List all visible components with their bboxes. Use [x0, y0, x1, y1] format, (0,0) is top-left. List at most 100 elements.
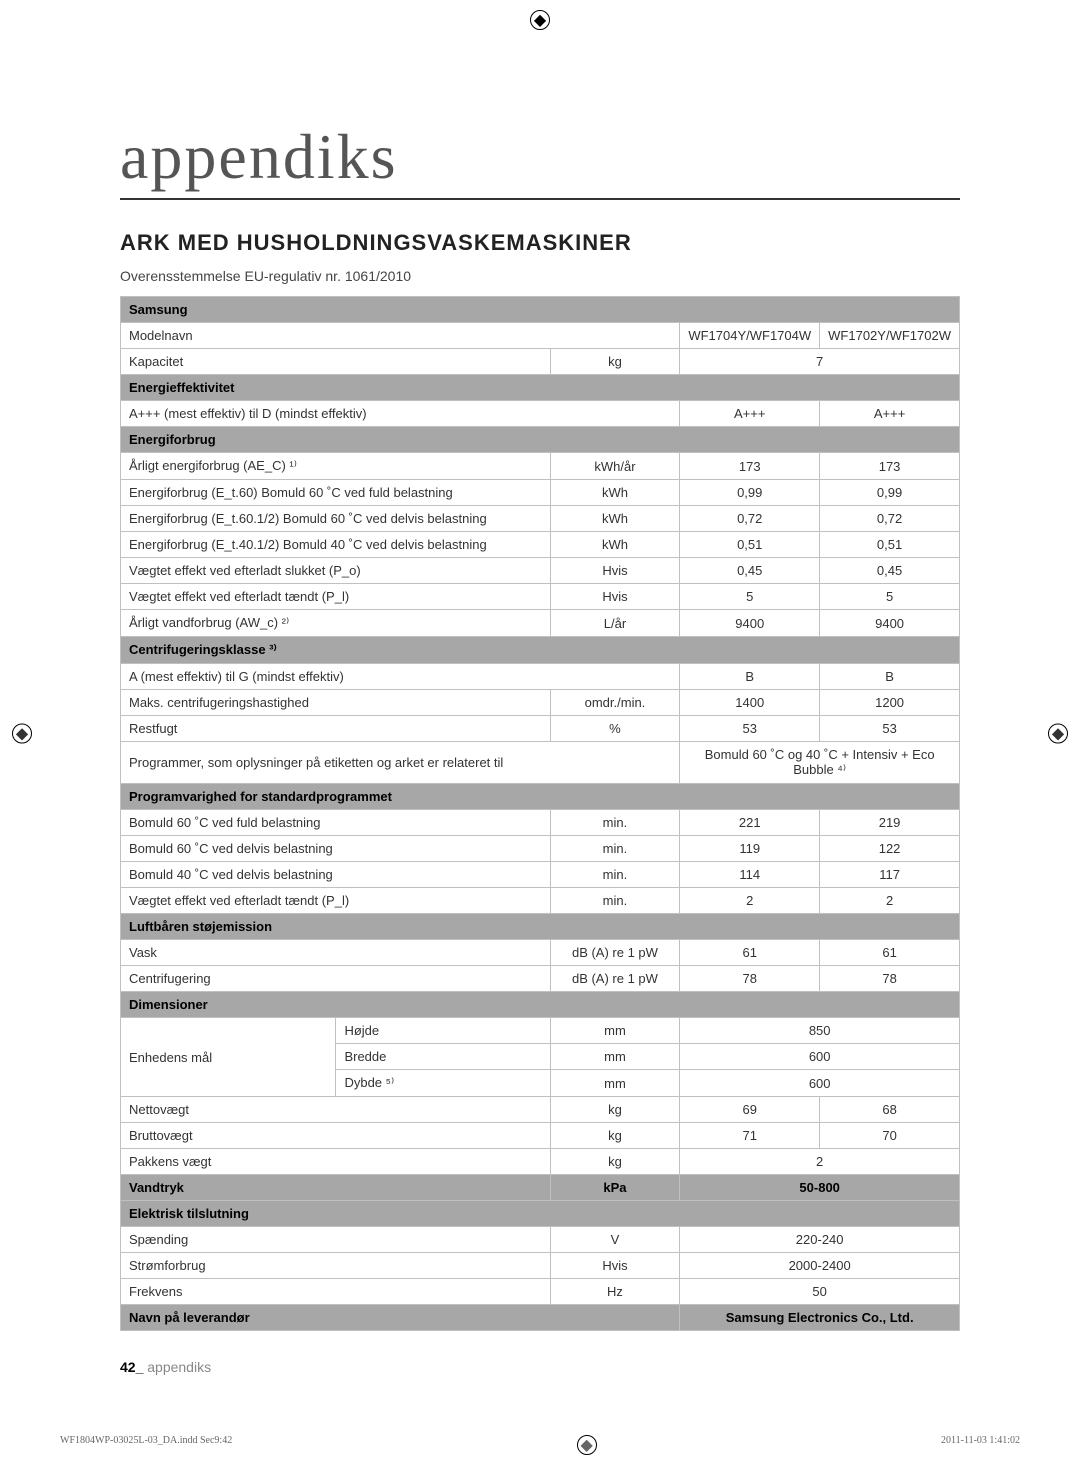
gross-col2: 70 — [820, 1123, 960, 1149]
energy-scale-col2: A+++ — [820, 401, 960, 427]
table-row: Vægtet effekt ved efterladt tændt (P_l) … — [121, 584, 960, 610]
ec-label: Årligt vandforbrug (AW_c) ²⁾ — [121, 610, 551, 637]
table-row: Årligt energiforbrug (AE_C) ¹⁾ kWh/år 17… — [121, 453, 960, 480]
capacity-label: Kapacitet — [121, 349, 551, 375]
ec-label: Vægtet effekt ved efterladt slukket (P_o… — [121, 558, 551, 584]
table-row: Kapacitet kg 7 — [121, 349, 960, 375]
ec-col1: 9400 — [680, 610, 820, 637]
dim-unit: mm — [550, 1070, 680, 1097]
ec-col2: 0,72 — [820, 506, 960, 532]
table-row: Programmer, som oplysninger på etiketten… — [121, 742, 960, 784]
elec-unit: Hz — [550, 1279, 680, 1305]
capacity-value: 7 — [680, 349, 960, 375]
table-row: Centrifugering dB (A) re 1 pW 78 78 — [121, 966, 960, 992]
pd-label: Bomuld 60 ˚C ved delvis belastning — [121, 836, 551, 862]
noise-col1: 78 — [680, 966, 820, 992]
net-label: Nettovægt — [121, 1097, 551, 1123]
table-row: Navn på leverandør Samsung Electronics C… — [121, 1305, 960, 1331]
print-file: WF1804WP-03025L-03_DA.indd Sec9:42 — [60, 1435, 232, 1446]
dim-label: Bredde — [336, 1044, 550, 1070]
residual-col2: 53 — [820, 716, 960, 742]
max-speed-label: Maks. centrifugeringshastighed — [121, 690, 551, 716]
noise-unit: dB (A) re 1 pW — [550, 940, 680, 966]
pd-label: Bomuld 60 ˚C ved fuld belastning — [121, 810, 551, 836]
residual-col1: 53 — [680, 716, 820, 742]
ec-unit: kWh — [550, 506, 680, 532]
ec-label: Vægtet effekt ved efterladt tændt (P_l) — [121, 584, 551, 610]
pd-unit: min. — [550, 836, 680, 862]
pd-col2: 219 — [820, 810, 960, 836]
energy-eff-header: Energieffektivitet — [121, 375, 960, 401]
pd-label: Vægtet effekt ved efterladt tændt (P_l) — [121, 888, 551, 914]
elec-unit: Hvis — [550, 1253, 680, 1279]
section-heading: ARK MED HUSHOLDNINGSVASKEMASKINER — [120, 230, 960, 256]
ec-col1: 0,51 — [680, 532, 820, 558]
water-header: Vandtryk — [121, 1175, 551, 1201]
elec-value: 50 — [680, 1279, 960, 1305]
page-footer: 42_ appendiks — [120, 1359, 960, 1375]
supplier-label: Navn på leverandør — [121, 1305, 680, 1331]
ec-col1: 0,72 — [680, 506, 820, 532]
elec-value: 220-240 — [680, 1227, 960, 1253]
noise-col2: 78 — [820, 966, 960, 992]
max-speed-col1: 1400 — [680, 690, 820, 716]
elec-label: Strømforbrug — [121, 1253, 551, 1279]
noise-header: Luftbåren støjemission — [121, 914, 960, 940]
ec-col1: 173 — [680, 453, 820, 480]
dim-unit: mm — [550, 1044, 680, 1070]
ec-col1: 0,45 — [680, 558, 820, 584]
ec-unit: kWh — [550, 480, 680, 506]
spin-header: Centrifugeringsklasse ³⁾ — [121, 637, 960, 664]
pack-value: 2 — [680, 1149, 960, 1175]
table-row: Restfugt % 53 53 — [121, 716, 960, 742]
ec-col2: 5 — [820, 584, 960, 610]
water-value: 50-800 — [680, 1175, 960, 1201]
ec-unit: Hvis — [550, 558, 680, 584]
ec-label: Årligt energiforbrug (AE_C) ¹⁾ — [121, 453, 551, 480]
elec-value: 2000-2400 — [680, 1253, 960, 1279]
pd-col1: 221 — [680, 810, 820, 836]
pd-col2: 2 — [820, 888, 960, 914]
unit-dim-label: Enhedens mål — [121, 1018, 336, 1097]
dim-header: Dimensioner — [121, 992, 960, 1018]
dim-value: 850 — [680, 1018, 960, 1044]
ec-col2: 0,51 — [820, 532, 960, 558]
table-row: Enhedens mål Højde mm 850 — [121, 1018, 960, 1044]
table-row: Energiforbrug (E_t.40.1/2) Bomuld 40 ˚C … — [121, 532, 960, 558]
max-speed-unit: omdr./min. — [550, 690, 680, 716]
dim-label: Dybde ⁵⁾ — [336, 1070, 550, 1097]
table-row: Frekvens Hz 50 — [121, 1279, 960, 1305]
ec-col2: 9400 — [820, 610, 960, 637]
ec-col2: 0,45 — [820, 558, 960, 584]
print-timestamp: 2011-11-03 1:41:02 — [941, 1435, 1020, 1446]
energy-scale-label: A+++ (mest effektiv) til D (mindst effek… — [121, 401, 680, 427]
noise-col2: 61 — [820, 940, 960, 966]
page-label: appendiks — [143, 1359, 211, 1375]
pd-col2: 122 — [820, 836, 960, 862]
noise-label: Vask — [121, 940, 551, 966]
ec-label: Energiforbrug (E_t.60.1/2) Bomuld 60 ˚C … — [121, 506, 551, 532]
pd-col1: 2 — [680, 888, 820, 914]
print-footer: WF1804WP-03025L-03_DA.indd Sec9:42 ◆ 201… — [0, 1415, 1080, 1475]
ec-col2: 173 — [820, 453, 960, 480]
pd-col2: 117 — [820, 862, 960, 888]
ec-label: Energiforbrug (E_t.60) Bomuld 60 ˚C ved … — [121, 480, 551, 506]
water-unit: kPa — [550, 1175, 680, 1201]
ec-col1: 0,99 — [680, 480, 820, 506]
gross-col1: 71 — [680, 1123, 820, 1149]
table-row: A+++ (mest effektiv) til D (mindst effek… — [121, 401, 960, 427]
ec-col2: 0,99 — [820, 480, 960, 506]
brand-row: Samsung — [121, 297, 960, 323]
table-row: Bomuld 40 ˚C ved delvis belastning min. … — [121, 862, 960, 888]
dim-unit: mm — [550, 1018, 680, 1044]
elec-label: Frekvens — [121, 1279, 551, 1305]
residual-unit: % — [550, 716, 680, 742]
supplier-value: Samsung Electronics Co., Ltd. — [680, 1305, 960, 1331]
pack-unit: kg — [550, 1149, 680, 1175]
ec-unit: Hvis — [550, 584, 680, 610]
energy-cons-header: Energiforbrug — [121, 427, 960, 453]
elec-unit: V — [550, 1227, 680, 1253]
table-row: Energiforbrug (E_t.60) Bomuld 60 ˚C ved … — [121, 480, 960, 506]
net-unit: kg — [550, 1097, 680, 1123]
model-col1: WF1704Y/WF1704W — [680, 323, 820, 349]
